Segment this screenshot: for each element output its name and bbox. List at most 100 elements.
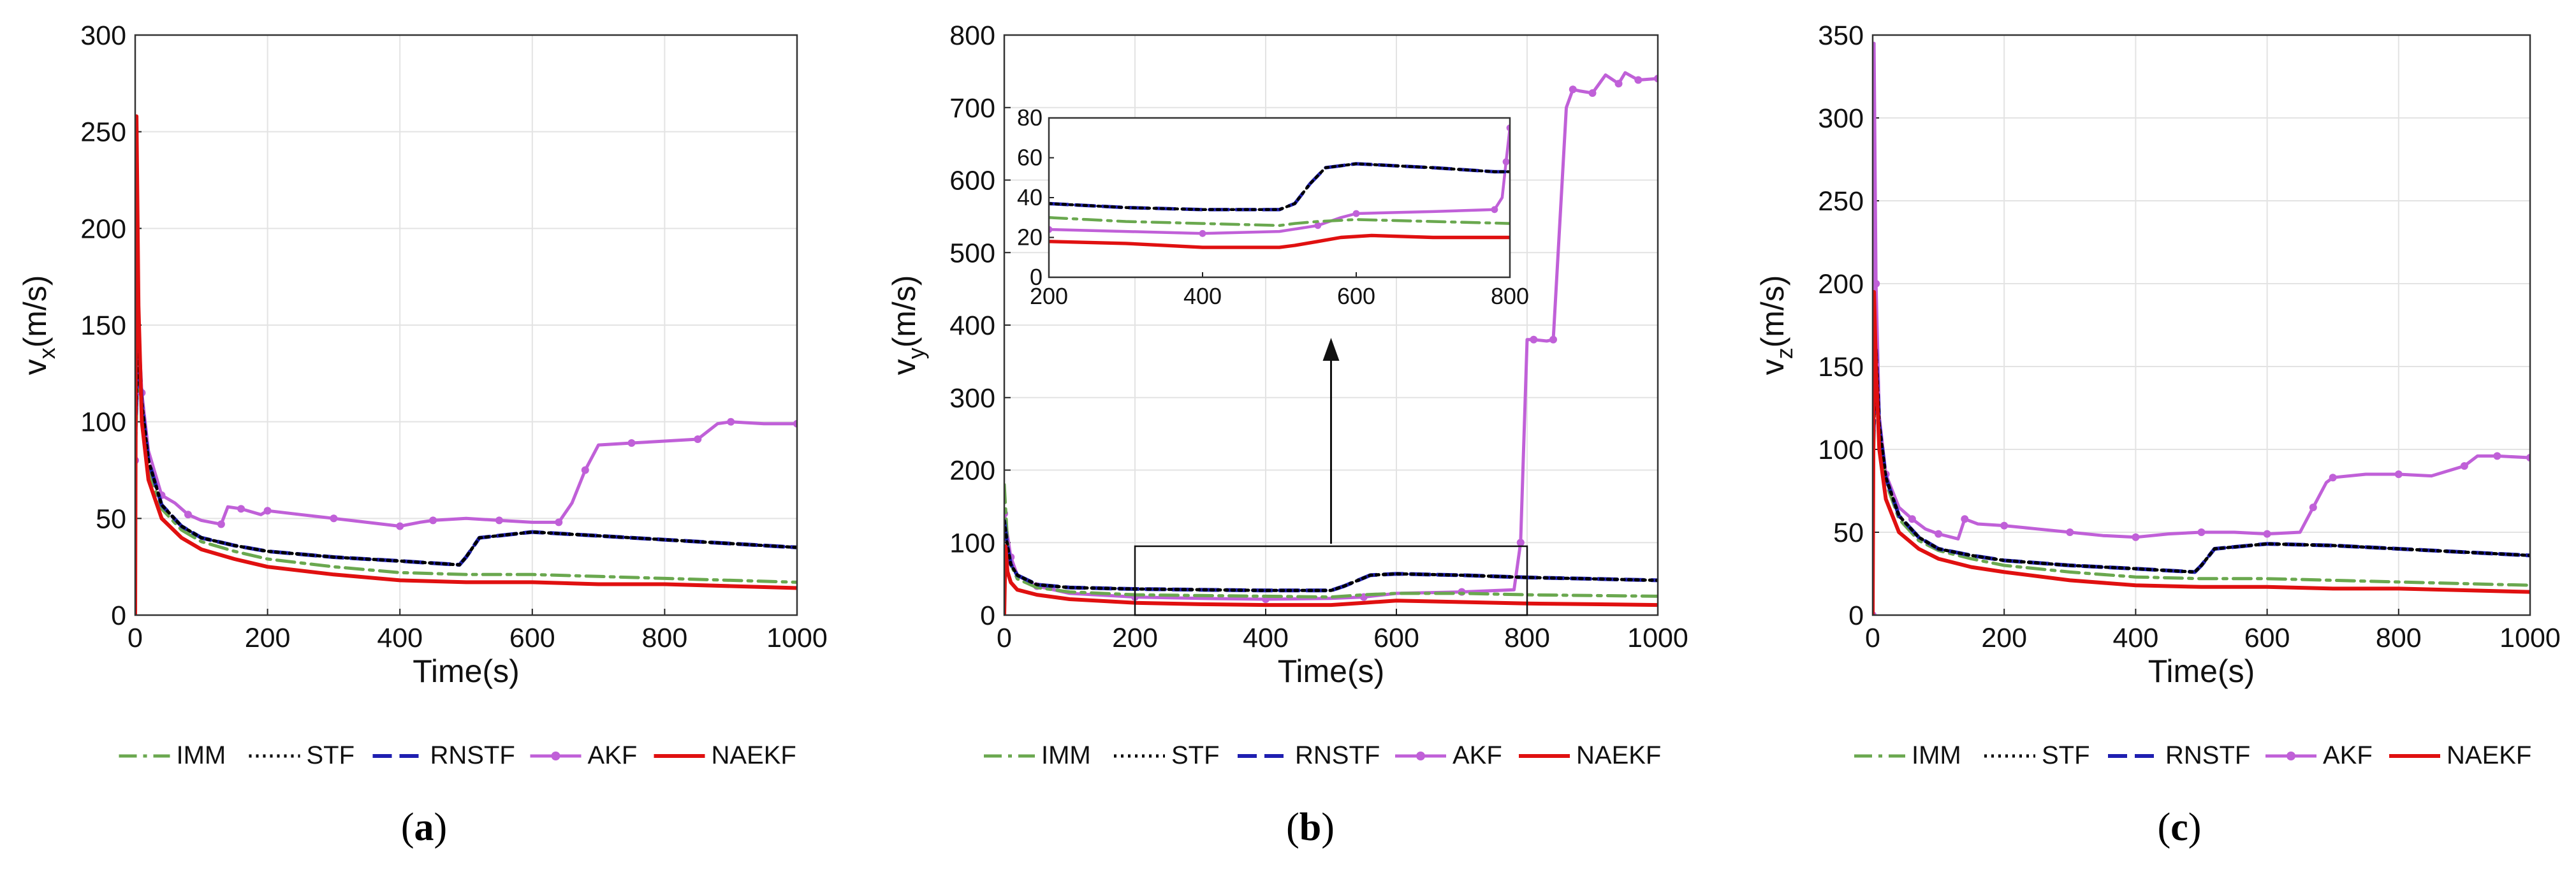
caption-close: ) <box>2188 806 2202 849</box>
akf-marker <box>1549 335 1557 344</box>
series-akf-line <box>1873 41 2530 615</box>
zoom-box <box>1134 545 1528 616</box>
y-label-sub: z <box>1771 347 1797 359</box>
x-axis-label: Time(s) <box>2148 653 2255 689</box>
x-axis-label: Time(s) <box>413 653 520 689</box>
plot-frame <box>1871 34 2531 616</box>
akf-marker <box>727 418 735 426</box>
y-tick-label: 100 <box>1818 435 1864 465</box>
akf-marker <box>581 466 589 474</box>
akf-marker <box>1935 530 1943 538</box>
x-tick-label: 1000 <box>2499 623 2561 653</box>
caption-open: ( <box>401 806 414 849</box>
legend-label-rnstf: RNSTF <box>1295 741 1380 769</box>
x-tick-label: 400 <box>1243 623 1289 653</box>
akf-marker <box>2493 452 2501 460</box>
akf-marker <box>1516 539 1525 547</box>
y-tick-label: 0 <box>980 600 995 631</box>
legend-akf-marker <box>1416 752 1425 760</box>
x-tick-label: 400 <box>2113 623 2159 653</box>
y-tick-label: 200 <box>949 456 995 486</box>
y-tick-label: 500 <box>949 238 995 268</box>
akf-marker <box>184 511 192 519</box>
y-tick-label: 250 <box>1818 186 1864 217</box>
y-axis-label: vz(m/s) <box>1755 275 1797 375</box>
akf-marker <box>1614 80 1623 88</box>
y-tick-label: 0 <box>1848 600 1864 631</box>
y-axis-label: vx(m/s) <box>17 275 60 375</box>
akf-marker <box>1634 76 1643 84</box>
inset-y-tick-label: 40 <box>1017 184 1043 210</box>
inset-y-tick-label: 60 <box>1017 145 1043 171</box>
series-akf-line <box>1004 71 1658 601</box>
y-tick-label: 150 <box>1818 352 1864 382</box>
akf-marker <box>2000 521 2009 530</box>
legend-label-imm: IMM <box>1041 741 1091 769</box>
akf-marker <box>2132 533 2140 541</box>
caption-letter: c <box>2170 806 2188 849</box>
legend-label-akf: AKF <box>1453 741 1502 769</box>
series-stf-line <box>1873 348 2530 574</box>
inset-x-tick-label: 600 <box>1337 283 1375 309</box>
inset-x-tick-label: 800 <box>1491 283 1529 309</box>
akf-marker <box>2394 470 2403 478</box>
legend-label-stf: STF <box>2042 741 2090 769</box>
panel-caption: (b) <box>1286 806 1335 849</box>
x-tick-label: 600 <box>2244 623 2290 653</box>
inset-series-akf-line-markers <box>1049 124 1510 237</box>
akf-marker <box>1961 515 1969 523</box>
legend: IMM STF RNSTF AKF NAEKF <box>1854 741 2531 769</box>
legend-label-stf: STF <box>307 741 355 769</box>
x-tick-label: 0 <box>1865 623 1880 653</box>
inset-y-tick-label: 80 <box>1017 105 1043 131</box>
akf-marker <box>1199 229 1206 237</box>
legend: IMM STF RNSTF AKF NAEKF <box>119 741 796 769</box>
akf-marker <box>1049 226 1053 233</box>
akf-marker <box>1530 335 1538 344</box>
akf-marker <box>2460 462 2468 470</box>
x-tick-label: 800 <box>642 623 688 653</box>
series-naekf-line <box>135 114 797 615</box>
akf-marker <box>263 507 272 515</box>
y-tick-label: 300 <box>1818 103 1864 134</box>
plot-area <box>1873 35 2530 615</box>
series-naekf-line <box>1873 290 2530 615</box>
inset-series-akf-line <box>1049 126 1510 235</box>
akf-marker <box>2526 454 2530 461</box>
legend-label-naekf: NAEKF <box>1576 741 1661 769</box>
akf-marker <box>429 516 437 525</box>
akf-marker <box>2066 528 2074 536</box>
legend-label-rnstf: RNSTF <box>2165 741 2250 769</box>
y-tick-label: 100 <box>949 528 995 558</box>
y-tick-label: 250 <box>80 117 126 148</box>
y-label-unit: (m/s) <box>17 275 53 348</box>
x-axis-label: Time(s) <box>1278 653 1385 689</box>
akf-marker <box>1569 85 1577 94</box>
series-naekf-line <box>1004 544 1658 615</box>
x-tick-label: 1000 <box>1627 623 1688 653</box>
series-group <box>135 114 797 615</box>
x-tick-label: 400 <box>377 623 423 653</box>
y-tick-label: 300 <box>949 383 995 414</box>
akf-marker <box>2263 530 2271 538</box>
inset-series-stf-line <box>1049 162 1510 212</box>
akf-marker <box>1491 206 1498 214</box>
x-tick-label: 200 <box>1981 623 2027 653</box>
akf-marker <box>1873 280 1880 287</box>
legend-label-akf: AKF <box>588 741 638 769</box>
legend-label-imm: IMM <box>1912 741 1961 769</box>
legend-label-naekf: NAEKF <box>712 741 796 769</box>
akf-marker <box>1502 158 1510 166</box>
akf-marker <box>1506 124 1510 131</box>
y-tick-label: 200 <box>80 214 126 244</box>
series-stf-line <box>1004 519 1658 592</box>
x-tick-label: 800 <box>2376 623 2422 653</box>
tick-group: 0 200 400 600 800 100001002003004005006007008… <box>949 20 1688 653</box>
y-label-unit: (m/s) <box>886 275 922 348</box>
caption-open: ( <box>2158 806 2171 849</box>
x-tick-label: 600 <box>1373 623 1419 653</box>
caption-close: ) <box>1321 806 1335 849</box>
akf-marker <box>495 516 503 525</box>
y-tick-label: 50 <box>1833 518 1864 548</box>
